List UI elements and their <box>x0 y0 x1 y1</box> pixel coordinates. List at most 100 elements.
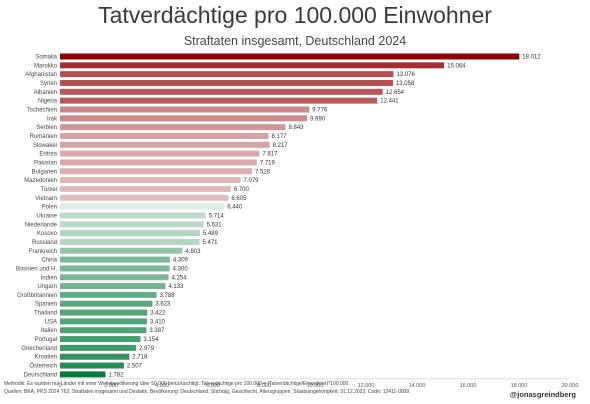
category-label: Italien <box>41 328 57 334</box>
bar-17 <box>60 203 225 210</box>
chart-title: Tatverdächtige pro 100.000 Einwohner <box>98 2 492 28</box>
bar-0 <box>60 53 520 60</box>
bar-20 <box>60 230 200 237</box>
bar-25 <box>60 274 169 281</box>
x-tick-label: 8.000 <box>257 383 271 389</box>
value-label: 5.489 <box>203 231 219 237</box>
bar-27 <box>60 291 157 298</box>
bar-35 <box>60 362 124 369</box>
category-label: Bulgarien <box>32 169 57 175</box>
category-label: Somalia <box>35 55 57 61</box>
bar-12 <box>60 159 257 166</box>
bar-9 <box>60 132 269 139</box>
value-label: 2.507 <box>127 364 143 370</box>
category-label: Rumänien <box>30 134 57 140</box>
category-label: Albanien <box>34 90 57 96</box>
value-label: 7.079 <box>244 178 260 184</box>
value-label: 12.654 <box>386 90 405 96</box>
value-label: 9.690 <box>310 116 326 122</box>
bar-1 <box>60 62 445 69</box>
category-label: Nigeria <box>38 99 58 105</box>
value-label: 4.254 <box>171 275 187 281</box>
bar-6 <box>60 106 310 113</box>
category-label: Mazedonien <box>24 178 57 184</box>
bar-30 <box>60 318 147 325</box>
category-label: Slowakei <box>33 143 57 149</box>
category-label: Großbritannien <box>17 293 57 299</box>
chart-subtitle: Straftaten insgesamt, Deutschland 2024 <box>183 34 407 48</box>
x-tick-label: 20.000 <box>562 383 579 389</box>
bar-24 <box>60 265 170 272</box>
bar-26 <box>60 283 166 290</box>
value-label: 2.718 <box>132 355 148 361</box>
category-label: Tschechien <box>27 107 57 113</box>
category-label: Eritrea <box>39 152 57 158</box>
category-label: Syrien <box>40 81 57 87</box>
category-label: Niederlande <box>25 222 58 228</box>
category-label: Pakistan <box>34 160 57 166</box>
value-label: 3.422 <box>150 311 166 317</box>
value-label: 18.012 <box>522 55 541 61</box>
category-label: Frankreich <box>29 249 57 255</box>
bar-19 <box>60 221 204 228</box>
sources-note: Quellen: BKA, PKS 2024 T62, Straftaten i… <box>4 389 411 395</box>
bar-33 <box>60 344 136 351</box>
x-tick-label: 12.000 <box>358 383 375 389</box>
x-tick-label: 18.000 <box>511 383 528 389</box>
author-handle: @jonasgreindberg <box>509 390 576 399</box>
category-label: Irak <box>47 116 58 122</box>
value-label: 12.441 <box>380 99 399 105</box>
category-label: Spanien <box>35 302 57 308</box>
category-label: Kroatien <box>35 355 57 361</box>
bar-3 <box>60 79 393 86</box>
value-label: 4.803 <box>185 249 201 255</box>
bar-14 <box>60 177 241 184</box>
methodology-note: Methodik: Es wurden nur Länder mit einer… <box>4 381 350 387</box>
category-label: Serbien <box>36 125 57 131</box>
bar-23 <box>60 256 170 263</box>
bar-31 <box>60 327 147 334</box>
bar-4 <box>60 88 383 95</box>
value-label: 13.058 <box>396 81 415 87</box>
category-label: USA <box>45 319 57 325</box>
category-label: Marokko <box>34 63 58 69</box>
value-label: 15.064 <box>447 63 466 69</box>
value-label: 8.217 <box>273 143 289 149</box>
value-label: 1.782 <box>108 372 124 378</box>
category-label: Bosnien und H. <box>16 266 57 272</box>
x-tick-label: 10.000 <box>307 383 324 389</box>
category-label: Griechenland <box>21 346 57 352</box>
value-label: 4.300 <box>173 266 189 272</box>
value-label: 3.154 <box>143 337 159 343</box>
value-label: 4.133 <box>168 284 184 290</box>
category-label: Afghanistan <box>25 72 57 78</box>
category-label: Kosovo <box>37 231 58 237</box>
value-label: 13.076 <box>396 72 415 78</box>
category-label: Portugal <box>35 337 57 343</box>
bar-34 <box>60 353 130 360</box>
value-label: 9.776 <box>312 107 328 113</box>
x-tick-label: 4.000 <box>155 383 169 389</box>
value-label: 3.788 <box>160 293 176 299</box>
value-label: 6.440 <box>227 205 243 211</box>
category-label: Österreich <box>29 363 57 370</box>
value-label: 5.631 <box>207 222 223 228</box>
x-tick-label: 16.000 <box>460 383 477 389</box>
category-label: Ukraine <box>36 213 57 219</box>
value-label: 7.817 <box>262 152 278 158</box>
category-label: Thailand <box>34 311 57 317</box>
value-label: 8.177 <box>272 134 288 140</box>
bar-7 <box>60 115 308 122</box>
value-label: 5.471 <box>203 240 219 246</box>
bar-2 <box>60 71 394 78</box>
value-label: 2.979 <box>139 346 155 352</box>
bar-8 <box>60 124 286 131</box>
bar-21 <box>60 238 200 245</box>
value-label: 3.623 <box>155 302 171 308</box>
category-label: Deutschland <box>24 372 57 378</box>
value-label: 8.843 <box>288 125 304 131</box>
value-label: 6.605 <box>231 196 247 202</box>
value-label: 3.387 <box>149 328 165 334</box>
x-tick-label: 0 <box>58 383 61 389</box>
